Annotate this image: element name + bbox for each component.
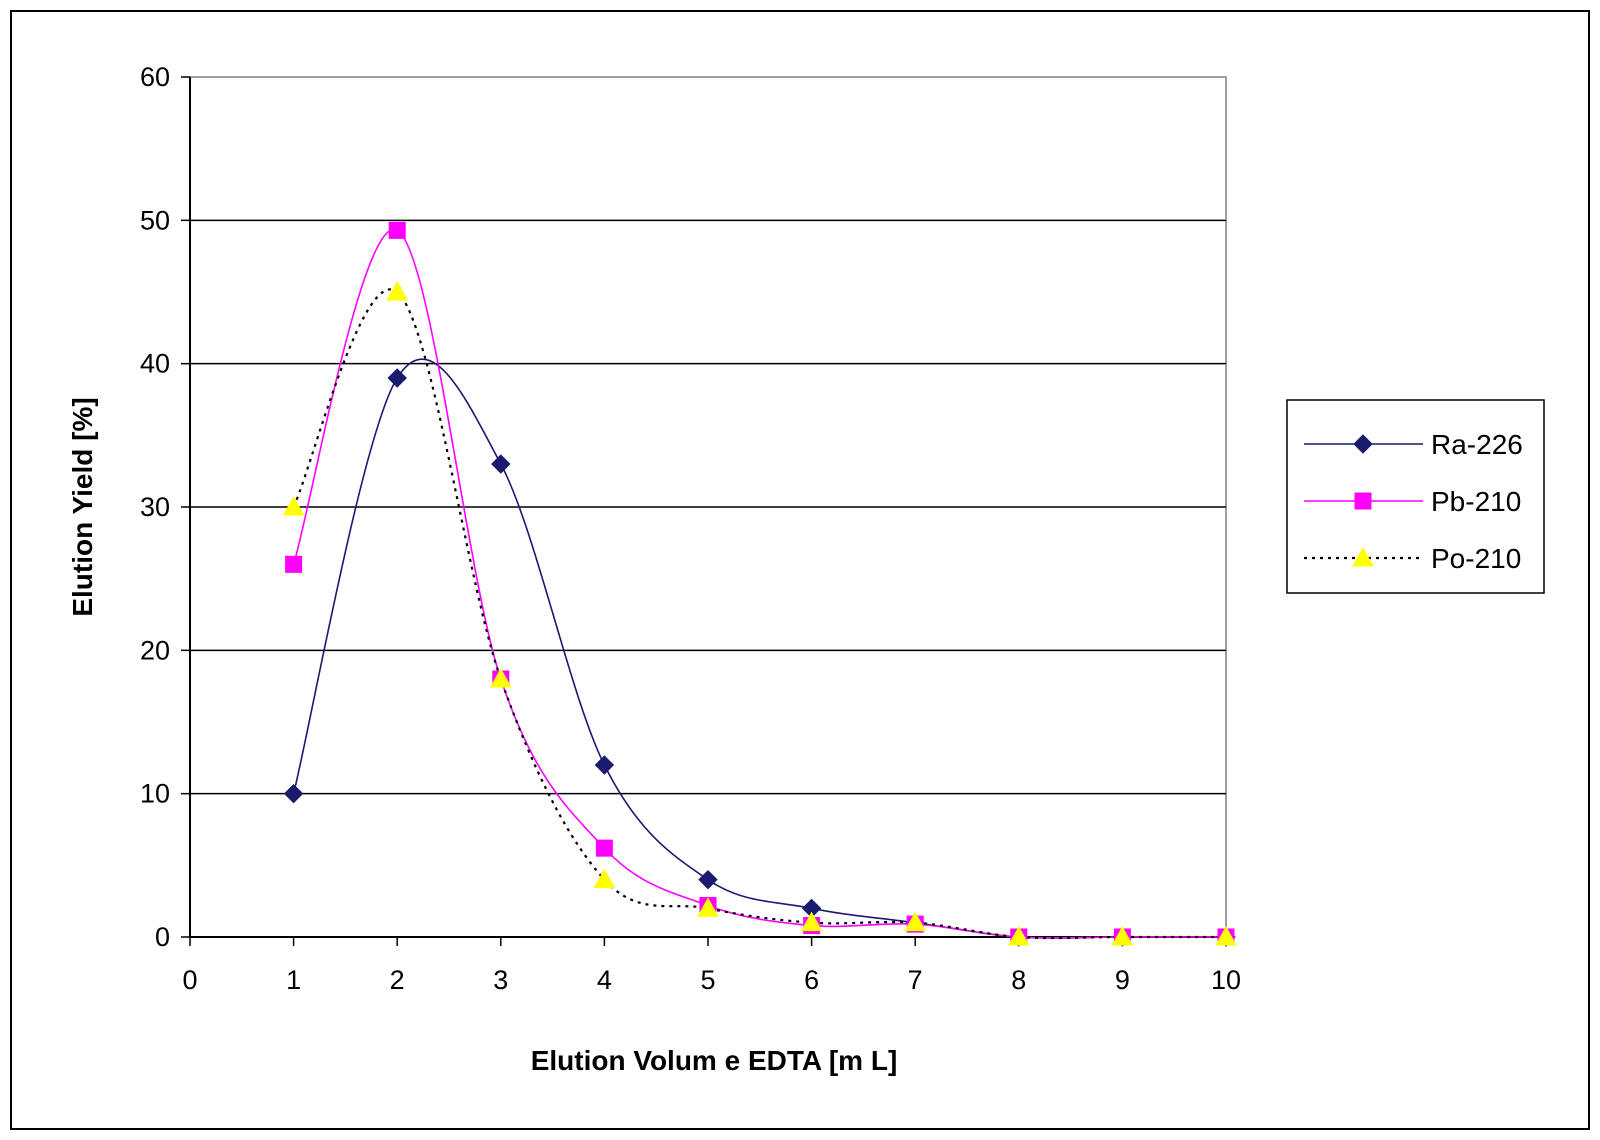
data-point-pb-210 [595,839,613,857]
y-tick-label: 50 [140,205,170,235]
legend: Ra-226 Pb-210 Po-210 [1286,399,1545,594]
legend-box [1286,399,1545,594]
data-point-ra-226 [698,869,718,890]
plot-area: 0 10 20 30 40 50 60 0 1 2 3 4 5 6 7 8 9 10 Elution Volum e… [67,62,1241,1076]
data-point-pb-210 [285,555,303,573]
x-tick-label: 5 [700,965,715,995]
x-axis-title: Elution Volum e EDTA [m L] [531,1045,898,1076]
data-point-po-210 [489,667,512,688]
data-point-po-210 [1215,925,1237,946]
y-tick-label: 10 [140,779,170,809]
data-point-po-210 [1007,925,1030,946]
legend-marker [1352,546,1374,567]
data-point-po-210 [800,911,823,932]
data-point-po-210 [697,897,719,917]
y-tick-label: 40 [140,349,170,379]
data-point-ra-226 [283,783,304,804]
legend-entry-label: Po-210 [1431,543,1521,574]
x-tick-label: 0 [182,965,197,995]
data-point-ra-226 [594,755,615,775]
legend-entry-label: Pb-210 [1431,486,1521,517]
legend-marker [1353,434,1373,454]
data-point-ra-226 [387,368,407,388]
y-tick-label: 60 [140,62,170,92]
x-tick-label: 6 [804,965,819,995]
y-axis-title: Elution Yield [%] [67,397,98,616]
x-tick-label: 7 [908,965,923,995]
data-point-po-210 [282,495,305,516]
x-tick-label: 8 [1011,965,1026,995]
x-tick-label: 3 [493,965,508,995]
data-point-po-210 [1111,925,1134,946]
y-tick-label: 0 [155,922,170,952]
legend-entry-label: Ra-226 [1431,429,1523,460]
x-tick-label: 9 [1115,965,1130,995]
x-tick-label: 2 [390,965,405,995]
data-point-po-210 [386,280,409,301]
x-tick-label: 4 [597,965,612,995]
x-tick-label: 1 [286,965,301,995]
data-point-po-210 [593,868,616,889]
x-tick-label: 10 [1211,965,1241,995]
data-point-po-210 [904,911,927,932]
legend-marker [1354,492,1372,510]
y-tick-label: 20 [140,635,170,665]
data-point-pb-210 [388,221,406,239]
y-tick-label: 30 [140,492,170,522]
data-point-ra-226 [491,454,511,474]
